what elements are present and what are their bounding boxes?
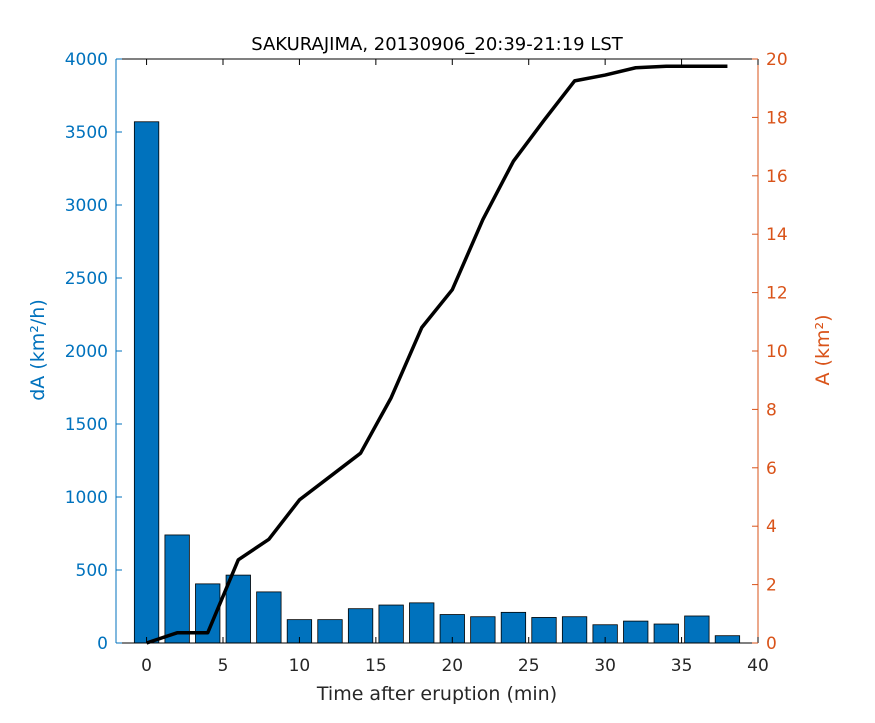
- bar: [470, 616, 496, 644]
- chart-title: SAKURAJIMA, 20130906_20:39-21:19 LST: [251, 34, 624, 55]
- bar: [225, 574, 251, 644]
- bar: [653, 623, 679, 644]
- bar: [714, 635, 741, 644]
- y-tick-label-right: 2: [766, 576, 777, 596]
- bar: [409, 602, 435, 644]
- x-tick-label: 10: [289, 656, 311, 676]
- axes-layer: [115, 58, 759, 644]
- y-tick-label-left: 1500: [65, 415, 108, 435]
- bar: [500, 611, 527, 644]
- y-tick-label-right: 16: [766, 167, 788, 187]
- y-tick-label-left: 2500: [65, 269, 108, 289]
- y-tick-label-right: 12: [766, 284, 788, 304]
- y-axis-label-right: A (km²): [812, 315, 834, 386]
- x-axis-label: Time after eruption (min): [316, 683, 557, 705]
- x-tick-label: 30: [594, 656, 616, 676]
- bar: [164, 534, 190, 644]
- bar: [317, 619, 343, 644]
- y-tick-label-left: 0: [97, 634, 108, 654]
- y-tick-label-left: 3500: [65, 123, 108, 143]
- bars-layer: [133, 121, 741, 644]
- y-tick-label-left: 2000: [65, 342, 108, 362]
- y-tick-label-left: 500: [76, 561, 108, 581]
- bar: [347, 608, 374, 644]
- y-tick-label-right: 10: [766, 342, 788, 362]
- y-tick-label-left: 1000: [65, 488, 108, 508]
- bar: [684, 615, 710, 644]
- x-tick-label: 5: [218, 656, 229, 676]
- y-tick-label-right: 18: [766, 108, 788, 128]
- bar: [623, 620, 649, 644]
- y-tick-label-right: 20: [766, 50, 788, 70]
- y-tick-label-right: 14: [766, 225, 788, 245]
- y-tick-label-left: 3000: [65, 196, 108, 216]
- x-tick-label: 15: [365, 656, 387, 676]
- y-axis-label-left: dA (km²/h): [27, 299, 49, 401]
- line-layer: [146, 64, 728, 645]
- x-tick-label: 20: [441, 656, 463, 676]
- y-tick-label-right: 4: [766, 517, 777, 537]
- y-tick-label-left: 4000: [65, 50, 108, 70]
- y-tick-label-right: 6: [766, 459, 777, 479]
- x-tick-label: 25: [518, 656, 540, 676]
- x-tick-label: 35: [671, 656, 693, 676]
- y-tick-label-right: 0: [766, 634, 777, 654]
- bar: [133, 121, 160, 644]
- ticks-layer: 0 5 10 15 20 25 30 35 40050010001500200025003000…: [65, 50, 788, 676]
- bar: [561, 616, 588, 644]
- x-tick-label: 40: [747, 656, 769, 676]
- x-tick-label: 0: [141, 656, 152, 676]
- bar: [256, 591, 282, 644]
- y-tick-label-right: 8: [766, 400, 777, 420]
- cumulative-area-line: [146, 64, 728, 645]
- bar: [531, 617, 557, 644]
- bar: [378, 604, 404, 644]
